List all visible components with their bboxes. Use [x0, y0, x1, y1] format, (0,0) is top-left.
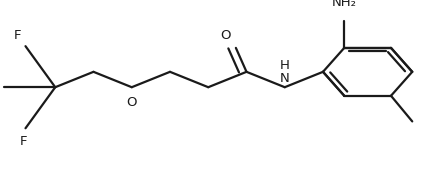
Text: N: N: [280, 73, 289, 86]
Text: O: O: [220, 29, 230, 42]
Text: F: F: [20, 135, 27, 148]
Text: F: F: [14, 29, 22, 42]
Text: NH₂: NH₂: [332, 0, 357, 9]
Text: H: H: [280, 59, 290, 72]
Text: O: O: [127, 96, 137, 109]
